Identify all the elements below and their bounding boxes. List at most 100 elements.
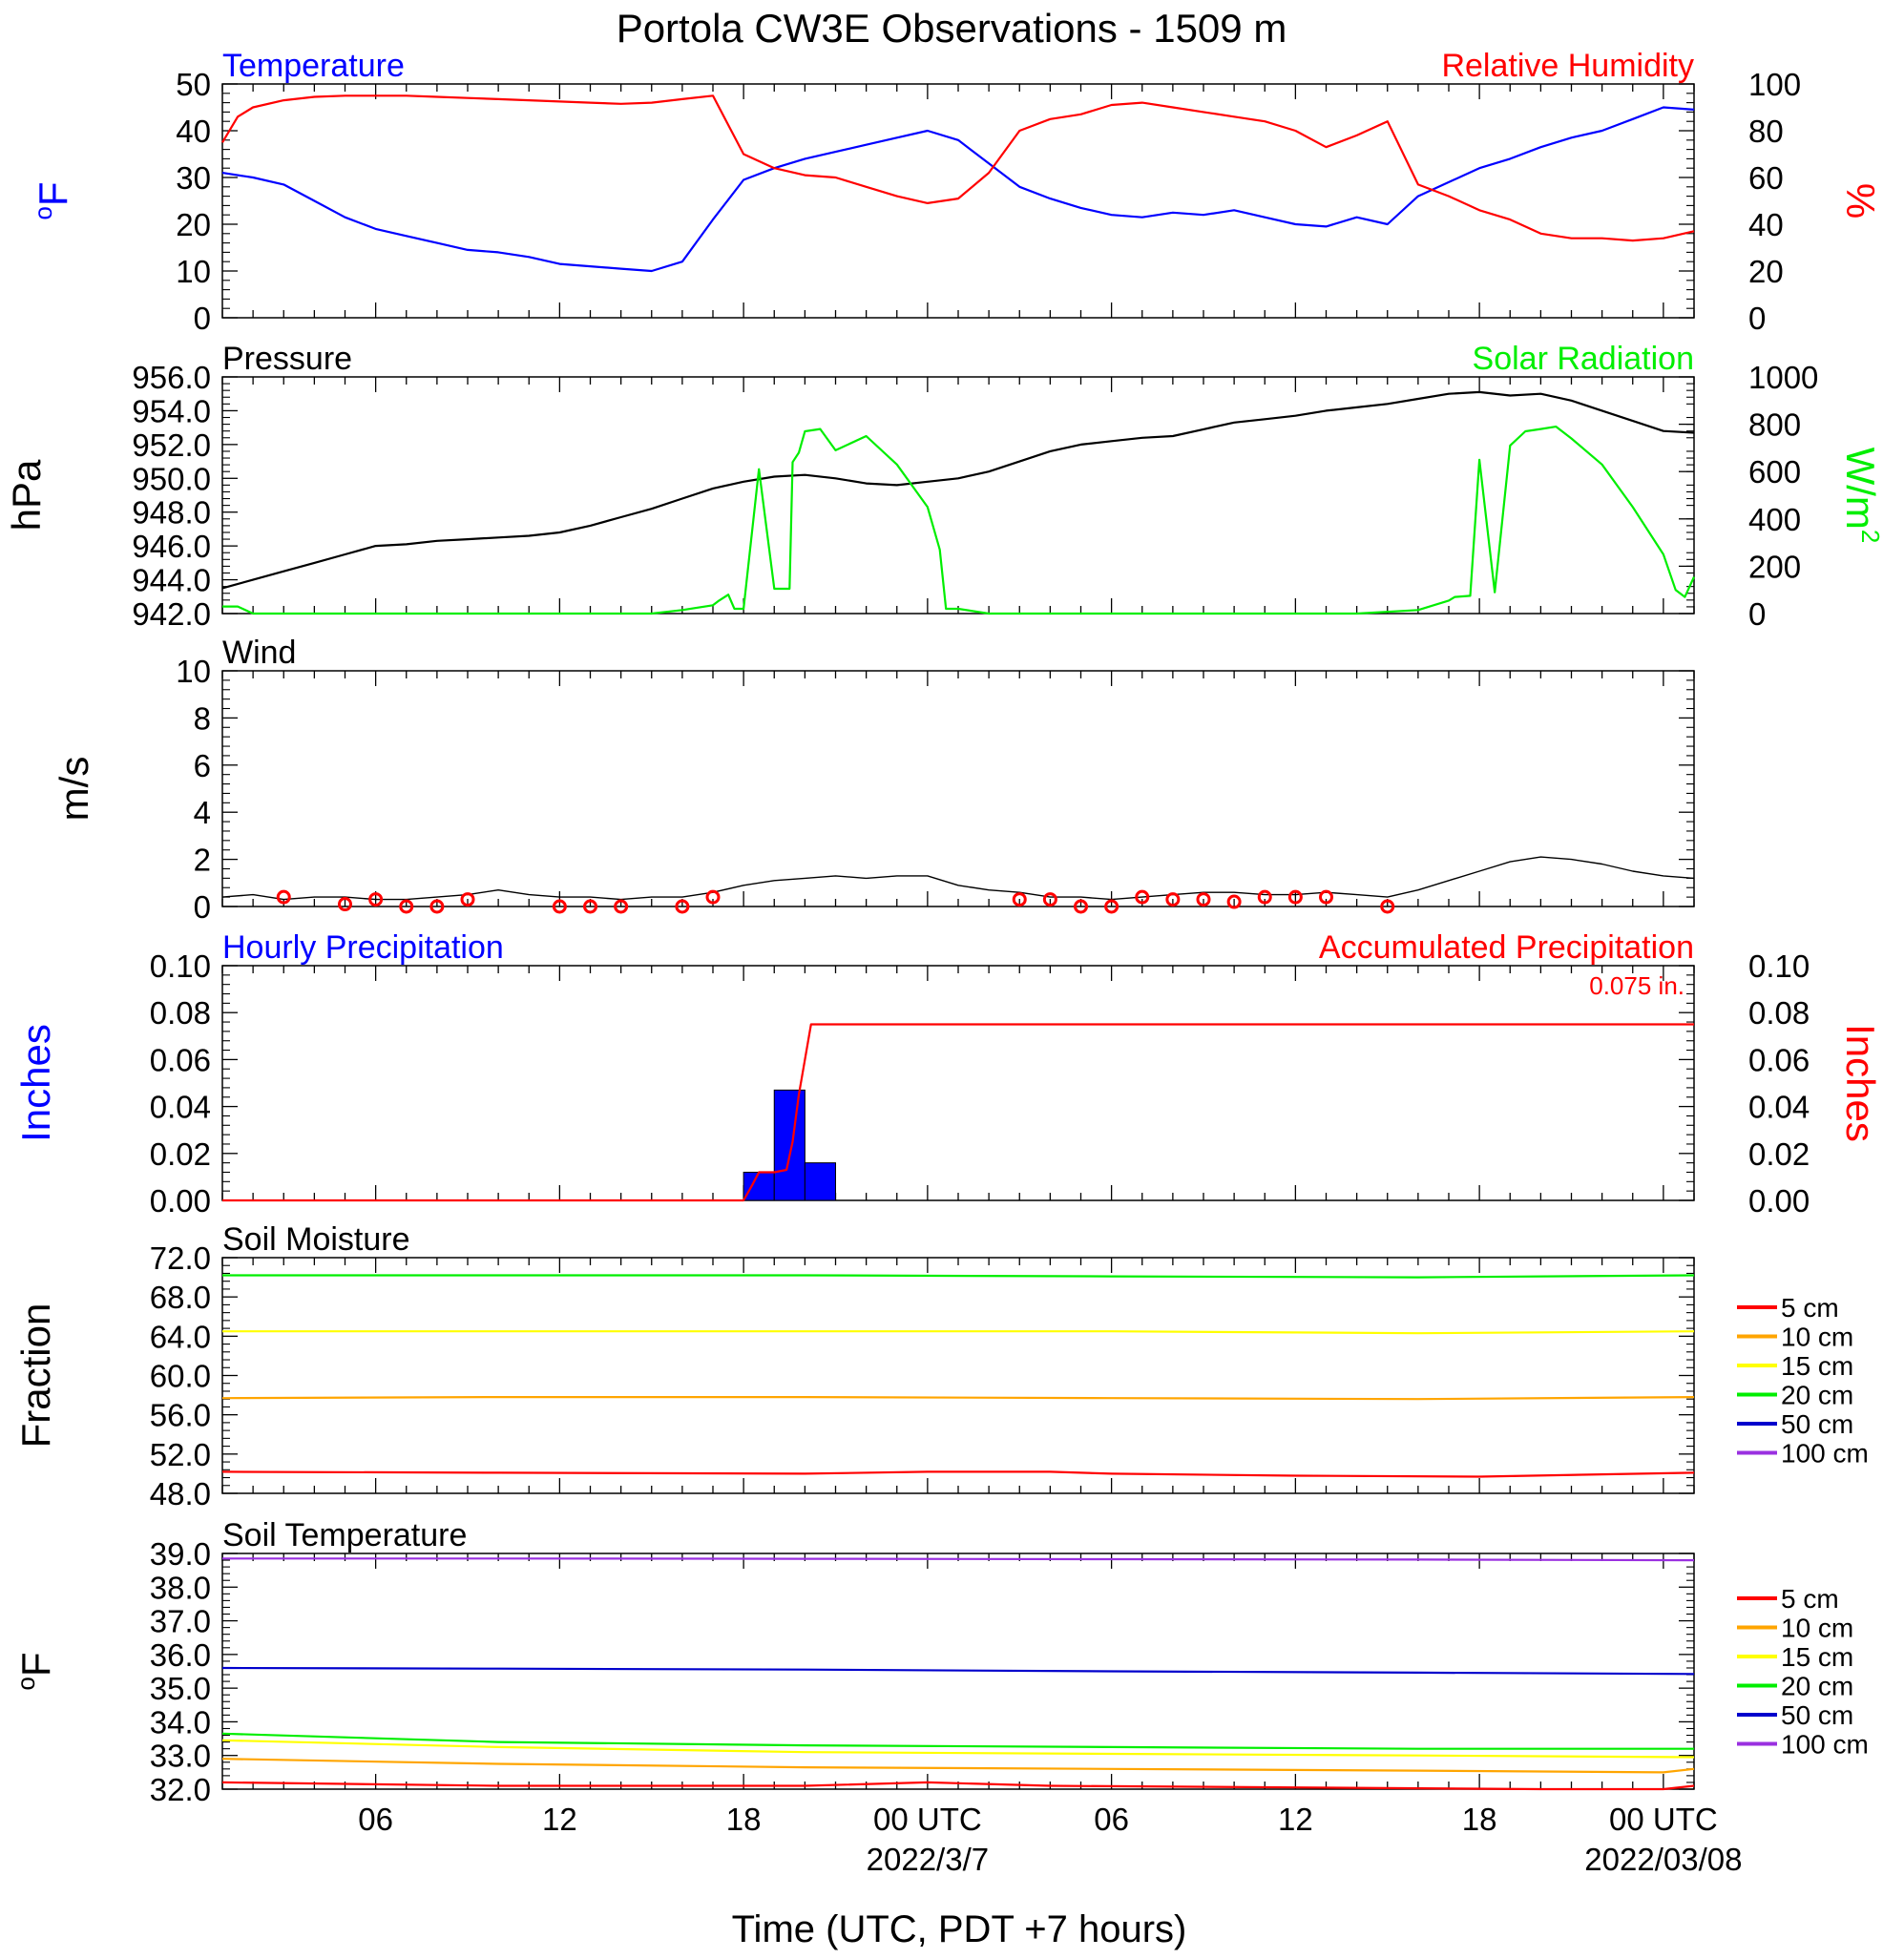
- wind-calm-marker: [1104, 899, 1119, 914]
- series-line-15-cm: [222, 1330, 1695, 1335]
- y-right-tick-label: 0.06: [1748, 1042, 1810, 1077]
- panel-wind: 0 2 4 6 8 10 Wind m/s: [52, 635, 1695, 925]
- y-right-tick-label: 0: [1748, 301, 1766, 336]
- series-line-15-cm: [221, 1739, 1695, 1759]
- x-tick-label: 12: [542, 1802, 577, 1837]
- degree-sign: o: [11, 1677, 40, 1690]
- precip-total-label: 0.075 in.: [1589, 971, 1684, 1000]
- x-tick-label: 00 UTC: [873, 1802, 982, 1837]
- wind-calm-marker: [1380, 899, 1395, 914]
- unit: W/m: [1838, 448, 1883, 530]
- wind-calm-marker: [1287, 889, 1303, 905]
- panel-title-right: Solar Radiation: [1473, 341, 1694, 377]
- plot-frame: [221, 376, 1695, 615]
- series-line-10-cm: [221, 1758, 1695, 1774]
- wind-calm-marker: [460, 892, 475, 907]
- y-tick-label: 33.0: [150, 1739, 211, 1774]
- x-tick-label: 06: [1094, 1802, 1129, 1837]
- y-axis-label-left: hPa: [4, 459, 49, 531]
- y-right-tick-label: 100: [1748, 67, 1801, 102]
- y-right-tick-label: 60: [1748, 160, 1784, 196]
- series-line-20-cm: [222, 1274, 1695, 1279]
- legend-label: 20 cm: [1781, 1672, 1853, 1701]
- y-tick-label: 32.0: [150, 1772, 211, 1807]
- plot-frame: [221, 965, 1695, 1201]
- plot-frame: [221, 83, 1695, 319]
- y-tick-label: 36.0: [150, 1637, 211, 1673]
- wind-calm-marker: [1257, 889, 1272, 905]
- panel-title-left: Wind: [222, 635, 296, 671]
- panel-title-left: Soil Temperature: [222, 1517, 467, 1553]
- y-tick-label: 942.0: [132, 596, 211, 632]
- y-tick-label: 948.0: [132, 495, 211, 531]
- wind-calm-marker: [1074, 899, 1088, 914]
- panel-soil_moisture: 48.0 52.0 56.0 60.0 64.0 68.0 72.0 Soil Moistur…: [13, 1221, 1869, 1511]
- series-line-temperature: [221, 106, 1695, 273]
- panel-soil_temp: 32.033.034.035.036.037.038.039.0 Soil Tem…: [11, 1517, 1869, 1807]
- y-tick-label: 0: [194, 301, 211, 336]
- wind-calm-marker: [614, 899, 629, 914]
- legend-label: 100 cm: [1781, 1730, 1869, 1760]
- wind-calm-marker: [276, 889, 291, 905]
- legend-label: 5 cm: [1781, 1584, 1839, 1614]
- y-axis-label-left: oF: [29, 181, 75, 219]
- x-tick-label: 12: [1278, 1802, 1313, 1837]
- x-axis-label: Time (UTC, PDT +7 hours): [732, 1908, 1187, 1950]
- panel-title-right: Accumulated Precipitation: [1319, 929, 1694, 966]
- wind-calm-marker: [429, 899, 445, 914]
- y-tick-label: 40: [176, 114, 211, 149]
- wind-calm-marker: [1042, 892, 1057, 907]
- superscript: 2: [1856, 530, 1885, 543]
- y-tick-label: 37.0: [150, 1604, 211, 1639]
- y-axis-label-left: Fraction: [13, 1303, 58, 1448]
- x-tick-date-label: 2022/03/08: [1584, 1842, 1742, 1877]
- legend-label: 10 cm: [1781, 1614, 1853, 1643]
- y-right-tick-label: 40: [1748, 207, 1784, 242]
- legend-label: 15 cm: [1781, 1351, 1853, 1381]
- y-tick-label: 4: [194, 795, 211, 830]
- y-tick-label: 0.02: [150, 1136, 211, 1172]
- y-tick-label: 35.0: [150, 1671, 211, 1706]
- series-line-accumulated-precipitation: [222, 1023, 1694, 1202]
- y-right-tick-label: 0.04: [1748, 1090, 1810, 1125]
- unit: F: [13, 1652, 58, 1677]
- y-tick-label: 10: [176, 254, 211, 289]
- wind-calm-marker: [1196, 892, 1211, 907]
- panel-press_solar: 942.0944.0946.0948.0950.0952.0954.0956.0…: [4, 341, 1885, 632]
- panel-title-right: Relative Humidity: [1441, 48, 1694, 84]
- y-right-tick-label: 0.02: [1748, 1136, 1810, 1172]
- panel-title-left: Soil Moisture: [222, 1221, 410, 1258]
- y-tick-label: 0.10: [150, 948, 211, 984]
- y-axis-label-right: Inches: [1838, 1024, 1883, 1142]
- wind-calm-marker: [399, 899, 414, 914]
- y-tick-label: 950.0: [132, 461, 211, 496]
- y-tick-label: 0.04: [150, 1090, 211, 1125]
- y-right-tick-label: 800: [1748, 407, 1801, 443]
- panel-precip: 0.00 0.02 0.04 0.06 0.08 0.10 0.00 0.02 0.04 0.06…: [13, 929, 1883, 1219]
- y-tick-label: 60.0: [150, 1359, 211, 1394]
- y-right-tick-label: 0.10: [1748, 948, 1810, 984]
- y-tick-label: 38.0: [150, 1570, 211, 1605]
- y-tick-label: 944.0: [132, 563, 211, 598]
- legend-label: 10 cm: [1781, 1323, 1853, 1352]
- series-line-10-cm: [221, 1395, 1695, 1401]
- x-tick-date-label: 2022/3/7: [867, 1842, 989, 1877]
- y-right-tick-label: 0.08: [1748, 995, 1810, 1031]
- series-line-solar-radiation: [222, 426, 1696, 615]
- panel-title-left: Hourly Precipitation: [222, 929, 504, 966]
- y-tick-label: 0.08: [150, 995, 211, 1031]
- series-line-relative-humidity: [221, 94, 1695, 242]
- legend-label: 50 cm: [1781, 1409, 1853, 1439]
- precip-bar: [743, 1171, 775, 1201]
- series-line-5-cm: [221, 1470, 1695, 1478]
- y-tick-label: 0.00: [150, 1183, 211, 1219]
- y-tick-label: 0: [194, 889, 211, 925]
- x-tick-label: 06: [358, 1802, 393, 1837]
- y-tick-label: 64.0: [150, 1319, 211, 1354]
- legend-label: 50 cm: [1781, 1700, 1853, 1730]
- legend-label: 100 cm: [1781, 1439, 1869, 1469]
- y-axis-label-right: %: [1838, 183, 1883, 219]
- y-right-tick-label: 20: [1748, 254, 1784, 289]
